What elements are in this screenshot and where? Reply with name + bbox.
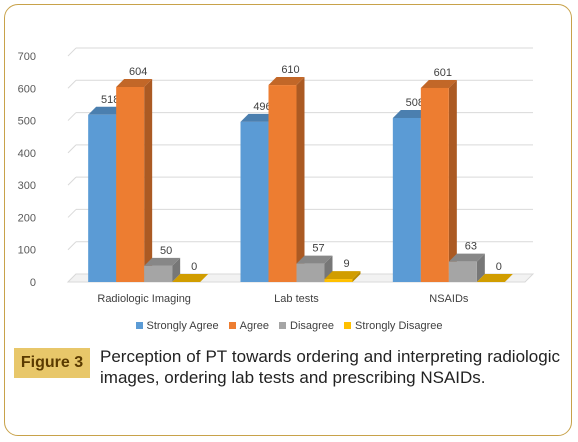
data-label: 0 xyxy=(496,261,502,273)
bar xyxy=(420,87,449,282)
y-tick-label: 200 xyxy=(18,212,36,224)
bar xyxy=(240,121,269,282)
bar xyxy=(448,261,477,282)
data-label: 496 xyxy=(253,101,271,113)
legend-swatch xyxy=(228,322,236,329)
bar-top xyxy=(448,253,485,262)
data-label: 63 xyxy=(465,241,477,253)
bar-side xyxy=(448,79,457,282)
bar-chart: 0100200300400500600700518604500Radiologi… xyxy=(18,47,535,305)
data-label: 518 xyxy=(101,94,119,106)
bar-side xyxy=(476,253,485,282)
legend-item: Strongly Agree xyxy=(135,320,219,332)
caption-text: Perception of PT towards ordering and in… xyxy=(100,347,560,387)
figure-caption: Figure 3 Perception of PT towards orderi… xyxy=(14,347,564,428)
legend-label: Agree xyxy=(239,320,270,332)
legend-swatch xyxy=(279,322,287,329)
x-category-label: Lab tests xyxy=(274,293,319,305)
bar-top xyxy=(116,78,153,87)
y-tick-label: 700 xyxy=(18,51,36,63)
bar-top xyxy=(392,109,429,118)
bar-top xyxy=(172,274,209,282)
data-label: 50 xyxy=(160,245,172,257)
y-tick-label: 400 xyxy=(18,148,36,160)
y-tick-label: 300 xyxy=(18,180,36,192)
bar-top xyxy=(324,271,361,280)
bar-top xyxy=(476,274,513,282)
legend-label: Strongly Agree xyxy=(146,320,219,332)
legend-item: Agree xyxy=(228,320,270,332)
data-label: 508 xyxy=(406,97,424,109)
figure-label: Figure 3 xyxy=(14,348,90,378)
data-label: 0 xyxy=(191,261,197,273)
bar-top xyxy=(240,113,277,122)
bar xyxy=(116,86,145,282)
bar-top xyxy=(88,106,125,115)
bar-top xyxy=(296,255,333,264)
y-tick-label: 100 xyxy=(18,245,36,257)
gridline-depth xyxy=(67,241,77,251)
data-label: 610 xyxy=(281,64,299,76)
gridline-depth xyxy=(67,79,77,89)
data-label: 604 xyxy=(129,66,147,78)
bar-top xyxy=(144,257,181,266)
legend-label: Disagree xyxy=(290,320,335,332)
x-category-label: NSAIDs xyxy=(429,293,469,305)
bar-side xyxy=(172,257,181,282)
bar-side xyxy=(144,78,153,282)
legend-item: Disagree xyxy=(279,320,334,332)
bar-side xyxy=(352,271,361,282)
data-label: 601 xyxy=(434,67,452,79)
chart-legend: Strongly Agree Agree Disagree Strongly Disa… xyxy=(0,320,578,332)
bar xyxy=(88,114,117,282)
bar xyxy=(324,279,353,282)
legend-swatch xyxy=(135,322,143,329)
bar xyxy=(296,263,325,282)
data-label: 9 xyxy=(343,258,349,270)
bar xyxy=(392,117,421,282)
bar xyxy=(268,85,297,282)
bar-top xyxy=(420,79,457,88)
y-tick-label: 500 xyxy=(18,116,36,128)
legend-item: Strongly Disagree xyxy=(344,320,442,332)
y-tick-label: 0 xyxy=(30,277,36,289)
gridline-depth xyxy=(67,47,77,57)
gridline-depth xyxy=(67,112,77,121)
y-tick-label: 600 xyxy=(18,83,36,95)
bar-side xyxy=(296,77,305,282)
legend-swatch xyxy=(344,322,352,329)
legend-label: Strongly Disagree xyxy=(355,320,443,332)
gridline-depth xyxy=(67,209,77,218)
x-category-label: Radiologic Imaging xyxy=(97,293,191,305)
gridline-depth xyxy=(67,144,77,154)
gridline-depth xyxy=(67,176,77,186)
bar xyxy=(144,265,173,282)
data-label: 57 xyxy=(312,243,324,255)
bar-top xyxy=(268,77,305,86)
